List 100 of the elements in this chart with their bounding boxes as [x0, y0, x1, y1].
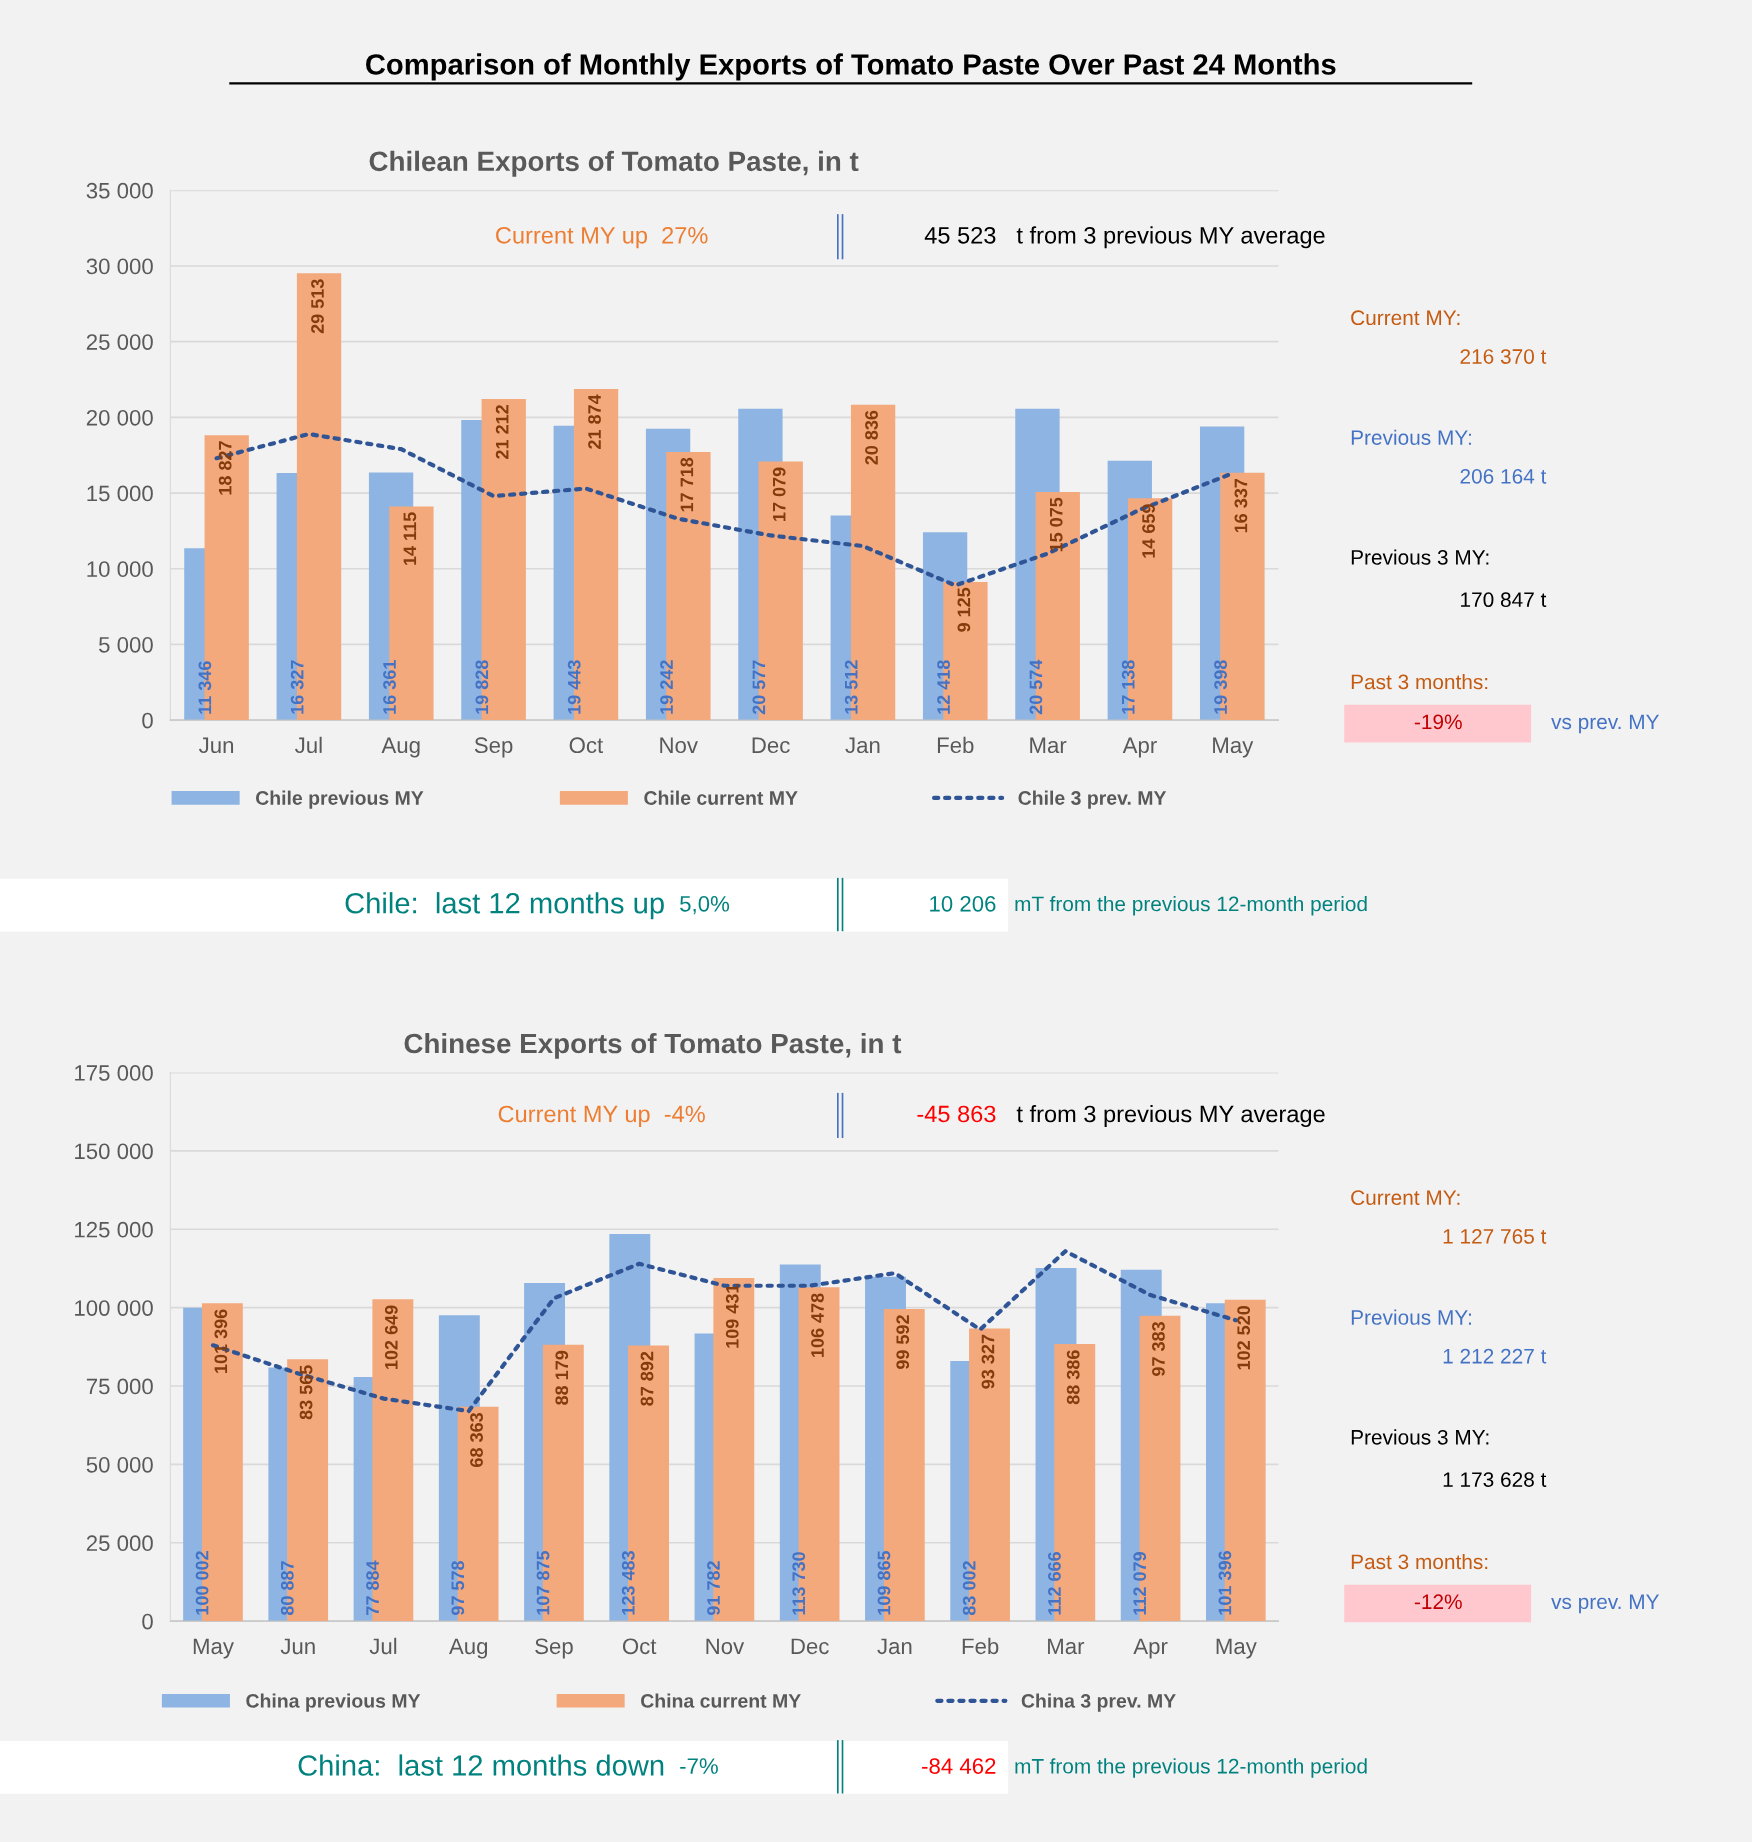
text: 1 173 628 t — [1443, 1472, 1547, 1487]
y-tick-label: 0 — [142, 712, 153, 729]
text: -7% — [680, 1758, 718, 1774]
data-label: 20 574 — [1029, 659, 1043, 715]
x-tick-label: Apr — [1122, 737, 1157, 758]
y-tick-label: 25 000 — [86, 1535, 153, 1552]
annotation: t from 3 previous MY average — [1016, 1105, 1325, 1128]
data-label: 123 483 — [621, 1551, 635, 1615]
text: 206 164 t — [1460, 468, 1547, 484]
chart-title: Chinese Exports of Tomato Paste, in t — [404, 1032, 902, 1059]
data-label: 11 346 — [198, 661, 212, 714]
text: -12% — [1414, 1594, 1462, 1610]
data-label: 68 363 — [470, 1412, 483, 1467]
annotation: Current MY up 27% — [496, 226, 708, 249]
text: Current MY: — [1351, 1190, 1460, 1206]
data-label: 88 179 — [555, 1350, 569, 1405]
data-label: 102 649 — [384, 1305, 398, 1369]
x-tick-label: May — [1213, 737, 1254, 758]
data-label: 83 002 — [962, 1561, 976, 1616]
data-label: 12 418 — [937, 660, 950, 714]
legend-label: Chile current MY — [644, 790, 798, 805]
data-label: 101 396 — [214, 1309, 228, 1373]
data-label: 101 396 — [1218, 1551, 1232, 1615]
x-tick-label: Mar — [1048, 1638, 1085, 1655]
x-tick-label: May — [193, 1638, 234, 1659]
data-label: 20 577 — [752, 660, 766, 715]
data-label: 93 327 — [981, 1334, 995, 1389]
x-tick-label: Nov — [660, 737, 698, 754]
legend-label: China 3 prev. MY — [1021, 1693, 1176, 1712]
data-label: 107 875 — [536, 1550, 550, 1615]
data-label: 99 592 — [896, 1315, 910, 1370]
x-tick-label: Jan — [845, 737, 880, 754]
data-label: 14 115 — [403, 512, 417, 565]
x-tick-label: Dec — [791, 1638, 829, 1655]
text: 216 370 t — [1460, 349, 1547, 364]
text: 1 212 227 t — [1443, 1348, 1547, 1364]
data-label: 29 513 — [311, 279, 324, 334]
x-tick-label: May — [1216, 1638, 1257, 1659]
annotation: t from 3 previous MY average — [1016, 226, 1325, 249]
x-tick-label: Mar — [1030, 737, 1067, 754]
data-label: 14 659 — [1142, 504, 1155, 558]
y-tick-label: 150 000 — [75, 1143, 153, 1160]
text: Current MY: — [1351, 310, 1460, 326]
data-label: 88 386 — [1066, 1350, 1080, 1405]
data-label: 100 002 — [195, 1551, 209, 1615]
data-label: 19 398 — [1214, 660, 1227, 714]
data-label: 112 079 — [1133, 1552, 1147, 1615]
x-tick-label: Aug — [381, 737, 420, 758]
text: 170 847 t — [1461, 592, 1547, 608]
data-label: 102 520 — [1237, 1305, 1251, 1370]
data-label: 9 125 — [957, 587, 971, 632]
x-tick-label: Jan — [877, 1638, 912, 1655]
data-label: 17 138 — [1121, 660, 1135, 714]
y-tick-label: 75 000 — [86, 1378, 153, 1395]
data-label: 16 337 — [1234, 478, 1248, 533]
chart-title: Chilean Exports of Tomato Paste, in t — [369, 150, 859, 177]
data-label: 20 836 — [865, 410, 878, 465]
data-label: 13 512 — [844, 660, 858, 714]
x-tick-label: Dec — [752, 737, 790, 754]
data-label: 91 782 — [707, 1561, 720, 1616]
data-label: 97 383 — [1152, 1322, 1165, 1376]
y-tick-label: 35 000 — [86, 182, 153, 199]
text: Chile: last 12 months up — [345, 892, 664, 920]
text: Past 3 months: — [1351, 673, 1488, 690]
legend-label: China current MY — [641, 1693, 801, 1708]
data-label: 17 718 — [680, 457, 694, 512]
data-label: 83 565 — [299, 1365, 313, 1420]
text: Comparison of Monthly Exports of Tomato Paste Over Past 24 Months — [366, 53, 1336, 81]
y-tick-label: 20 000 — [86, 409, 153, 426]
text: 1 127 765 t — [1443, 1229, 1547, 1244]
text: 5,0% — [680, 895, 730, 915]
legend-label: Chile 3 prev. MY — [1018, 790, 1167, 809]
text: China: last 12 months down — [298, 1754, 664, 1776]
x-tick-label: Sep — [535, 1638, 573, 1659]
y-tick-label: 25 000 — [86, 334, 153, 350]
annotation: -45 863 — [917, 1105, 996, 1123]
data-label: 17 079 — [772, 467, 786, 521]
data-label: 19 828 — [475, 660, 489, 714]
text: vs prev. MY — [1551, 1594, 1660, 1614]
data-label: 113 730 — [792, 1552, 806, 1615]
legend-label: China previous MY — [246, 1693, 421, 1712]
x-tick-label: Oct — [569, 737, 604, 754]
data-label: 16 327 — [290, 660, 304, 714]
y-tick-label: 175 000 — [75, 1065, 153, 1081]
text: mT from the previous 12-month period — [1015, 896, 1367, 916]
x-tick-label: Jun — [198, 737, 234, 754]
x-tick-label: Jul — [369, 1637, 397, 1655]
text: Past 3 months: — [1351, 1553, 1488, 1570]
data-label: 16 361 — [383, 660, 396, 714]
annotation: 45 523 — [924, 226, 996, 244]
y-tick-label: 5 000 — [99, 636, 153, 653]
data-label: 21 212 — [495, 405, 509, 459]
x-tick-label: Feb — [962, 1637, 999, 1655]
text: mT from the previous 12-month period — [1015, 1758, 1367, 1778]
data-label: 15 075 — [1049, 497, 1063, 552]
data-label: 19 443 — [567, 660, 581, 714]
text: vs prev. MY — [1551, 714, 1660, 734]
data-label: 77 884 — [366, 1560, 379, 1615]
data-label: 18 827 — [218, 441, 232, 495]
legend-label: Chile previous MY — [256, 790, 424, 809]
